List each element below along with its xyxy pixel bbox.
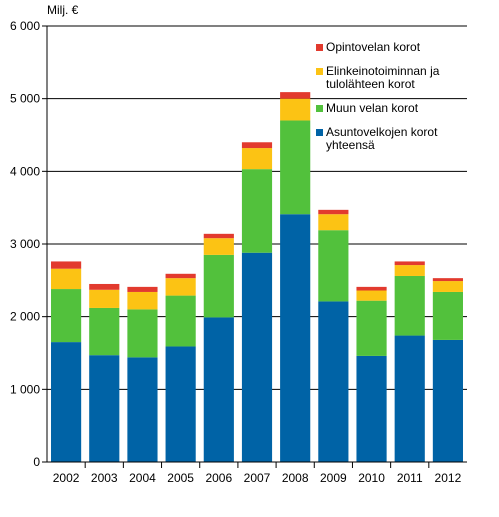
bar-segment xyxy=(241,169,273,253)
bar-segment xyxy=(280,214,311,462)
bar-segment xyxy=(165,346,196,462)
bar-segment xyxy=(89,283,120,290)
x-tick-label: 2011 xyxy=(397,471,423,485)
bar-segment xyxy=(89,355,120,462)
bar-segment xyxy=(203,233,234,239)
x-tick-label: 2008 xyxy=(282,471,309,485)
bar-segment xyxy=(356,286,387,291)
legend-swatch xyxy=(316,129,323,136)
bar-segment xyxy=(280,92,311,99)
bar-segment xyxy=(394,261,425,266)
legend-label: Asuntovelkojen korot xyxy=(326,125,438,139)
x-tick-label: 2010 xyxy=(358,471,385,485)
y-tick-label: 0 xyxy=(33,455,40,469)
legend-label: Elinkeinotoiminnan ja xyxy=(326,64,440,78)
legend: Opintovelan korot Elinkeinotoiminnan jatu… xyxy=(316,40,440,152)
bar-segment xyxy=(394,275,425,336)
bar-segment xyxy=(432,278,463,282)
bar-segment xyxy=(318,230,349,302)
y-tick-label: 4 000 xyxy=(10,164,40,178)
bars xyxy=(51,92,463,462)
y-tick-label: 6 000 xyxy=(10,19,40,33)
bar-segment xyxy=(165,278,196,296)
y-tick-label: 3 000 xyxy=(10,237,40,251)
x-tick-label: 2003 xyxy=(91,471,118,485)
legend-label: Muun velan korot xyxy=(326,101,419,115)
y-axis-ticks: 0 1 000 2 000 3 000 4 000 5 000 6 000 xyxy=(10,19,47,469)
legend-swatch xyxy=(316,105,323,112)
x-tick-label: 2002 xyxy=(53,471,80,485)
x-tick-label: 2007 xyxy=(244,471,271,485)
y-tick-label: 5 000 xyxy=(10,92,40,106)
bar-segment xyxy=(127,357,158,462)
x-axis-ticks: 2002 2003 2004 2005 2006 2007 2008 2009 2010 2011… xyxy=(53,462,462,485)
y-tick-label: 2 000 xyxy=(10,310,40,324)
bar-segment xyxy=(280,98,311,121)
bar-segment xyxy=(318,301,349,462)
bar-segment xyxy=(203,238,234,255)
bar-segment xyxy=(241,148,273,170)
bar-segment xyxy=(127,309,158,358)
bar-segment xyxy=(432,281,463,292)
bar-segment xyxy=(356,290,387,301)
bar-segment xyxy=(165,273,196,279)
bar-segment xyxy=(127,291,158,310)
bar-segment xyxy=(127,286,158,292)
bar-segment xyxy=(394,265,425,276)
bar-segment xyxy=(51,268,82,290)
x-tick-label: 2006 xyxy=(205,471,232,485)
bar-segment xyxy=(165,295,196,347)
bar-segment xyxy=(318,209,349,215)
legend-swatch xyxy=(316,44,323,51)
y-tick-label: 1 000 xyxy=(10,382,40,396)
bar-segment xyxy=(51,289,82,343)
bar-segment xyxy=(318,214,349,231)
legend-label: tulolähteen korot xyxy=(326,77,415,91)
bar-segment xyxy=(51,342,82,462)
bar-segment xyxy=(89,307,120,356)
bar-segment xyxy=(203,254,234,318)
bar-segment xyxy=(356,300,387,356)
legend-label: Opintovelan korot xyxy=(326,40,421,54)
x-tick-label: 2004 xyxy=(129,471,156,485)
bar-segment xyxy=(89,289,120,308)
bar-segment xyxy=(241,252,273,462)
bar-segment xyxy=(432,291,463,340)
bar-segment xyxy=(394,335,425,462)
bar-segment xyxy=(356,355,387,462)
bar-segment xyxy=(241,142,273,149)
bar-segment xyxy=(432,339,463,462)
bar-segment xyxy=(280,120,311,215)
y-axis-unit-label: Milj. € xyxy=(47,3,79,17)
bar-segment xyxy=(51,261,82,269)
legend-swatch xyxy=(316,68,323,75)
bar-segment xyxy=(203,317,234,462)
x-tick-label: 2012 xyxy=(435,471,462,485)
legend-label: yhteensä xyxy=(326,138,375,152)
x-tick-label: 2009 xyxy=(320,471,347,485)
x-tick-label: 2005 xyxy=(167,471,194,485)
